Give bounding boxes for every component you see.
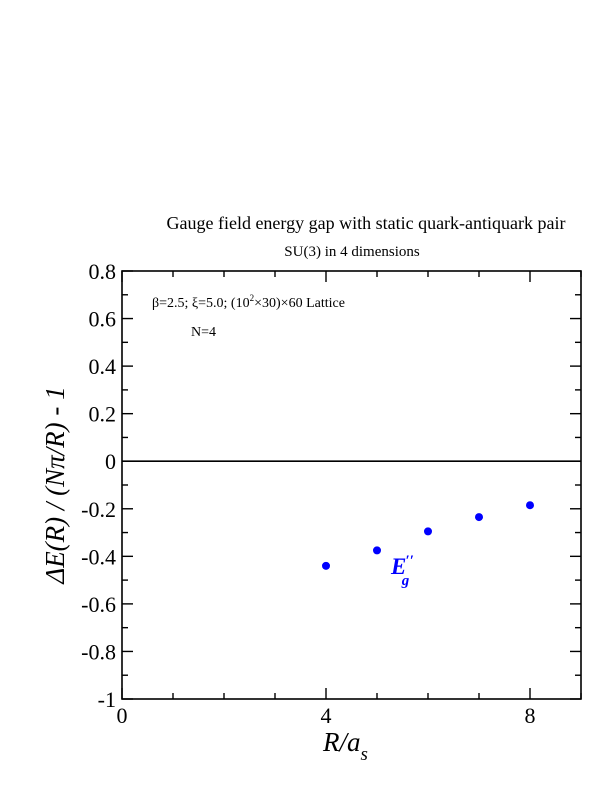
y-tick-label: 0 <box>105 449 116 474</box>
y-axis-ticks <box>122 270 581 700</box>
x-axis-ticks <box>121 271 582 699</box>
y-tick-label: -0.6 <box>81 592 116 617</box>
n-annotation: N=4 <box>191 325 216 340</box>
x-axis-label: R/as <box>322 727 368 765</box>
series-label: E′′ g <box>390 553 414 589</box>
x-tick-label: 4 <box>321 703 332 728</box>
data-point <box>526 501 534 510</box>
y-tick-label: -0.2 <box>81 497 116 522</box>
data-point <box>424 527 432 536</box>
y-tick-label: 0.6 <box>89 307 117 332</box>
y-tick-label: 0.2 <box>89 402 117 427</box>
y-tick-label: -0.8 <box>81 639 116 664</box>
data-points <box>322 501 534 570</box>
y-tick-label: -1 <box>98 687 116 712</box>
data-point <box>322 561 330 570</box>
y-tick-label: -0.4 <box>81 544 116 569</box>
data-point <box>373 546 381 555</box>
chart-subtitle: SU(3) in 4 dimensions <box>284 244 420 260</box>
params-annotation: β=2.5; ξ=5.0; (102×30)×60 Lattice <box>152 293 345 311</box>
x-tick-label: 0 <box>117 703 128 728</box>
x-axis-tick-labels: 0 4 8 <box>117 703 536 728</box>
y-axis-label: ΔE(R) / (Nπ/R) - 1 <box>40 386 70 584</box>
x-tick-label: 8 <box>525 703 536 728</box>
chart-title: Gauge field energy gap with static quark… <box>166 213 565 233</box>
y-axis-tick-labels: 0.8 0.6 0.4 0.2 0 -0.2 -0.4 -0.6 -0.8 -1 <box>81 259 116 712</box>
y-tick-label: 0.8 <box>89 259 117 284</box>
data-point <box>475 513 483 522</box>
y-tick-label: 0.4 <box>89 354 117 379</box>
